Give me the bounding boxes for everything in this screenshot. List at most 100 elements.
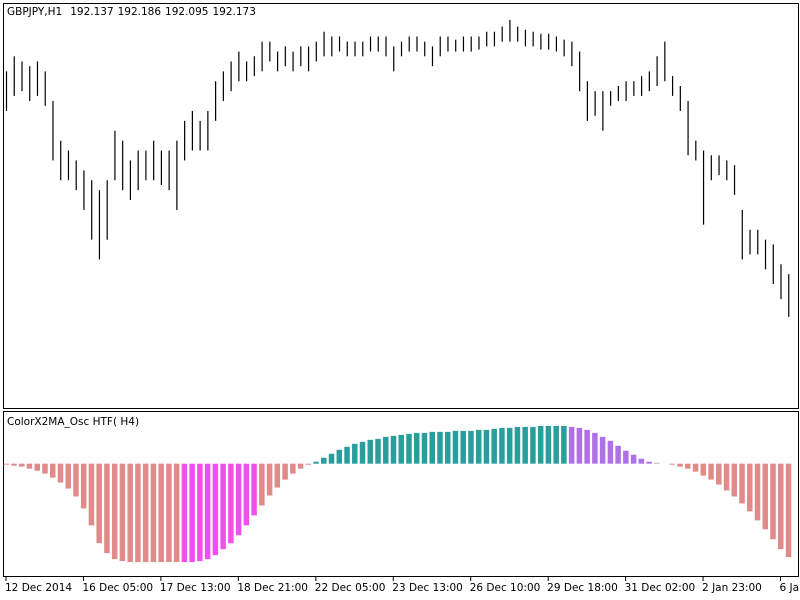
- histogram-bar: [708, 463, 714, 480]
- indicator-title: ColorX2MA_Osc HTF( H4): [7, 416, 139, 428]
- histogram-bar: [328, 453, 335, 464]
- histogram-bar: [375, 438, 381, 464]
- histogram-bar: [390, 435, 397, 464]
- x-tick-label: 22 Dec 05:00: [315, 582, 386, 594]
- histogram-bar: [49, 463, 56, 478]
- histogram-bar: [514, 426, 521, 464]
- histogram-bar: [785, 463, 792, 558]
- histogram-bar: [685, 463, 691, 469]
- histogram-bar: [204, 463, 211, 560]
- histogram-bar: [530, 426, 536, 464]
- histogram-bar: [259, 463, 265, 506]
- histogram-bar: [3, 463, 9, 465]
- histogram-bar: [638, 458, 645, 464]
- x-tick-label: 31 Dec 02:00: [625, 582, 696, 594]
- histogram-bar: [274, 463, 281, 488]
- histogram-bar: [321, 457, 327, 464]
- price-header: GBPJPY,H1 192.137 192.186 192.095 192.173: [7, 6, 256, 18]
- histogram-bar: [34, 463, 40, 471]
- histogram-bar: [189, 463, 195, 563]
- histogram-bar: [305, 463, 312, 465]
- histogram-bar: [692, 463, 699, 472]
- histogram-bar: [158, 463, 164, 563]
- price-panel: [3, 3, 799, 409]
- histogram-bar: [545, 425, 552, 464]
- histogram-bar: [88, 463, 95, 526]
- x-tick-label: 26 Dec 10:00: [470, 582, 541, 594]
- histogram-bar: [630, 454, 637, 464]
- histogram-bar: [42, 463, 48, 474]
- x-tick-label: 12 Dec 2014: [5, 582, 72, 594]
- histogram-bar: [344, 446, 350, 464]
- histogram-bar: [537, 425, 544, 464]
- histogram-bar: [553, 425, 559, 464]
- histogram-bar: [243, 463, 250, 526]
- x-tick-label: 29 Dec 18:00: [547, 582, 618, 594]
- histogram-bar: [142, 463, 149, 563]
- histogram-bar: [723, 463, 730, 491]
- symbol: GBPJPY,H1: [7, 6, 62, 18]
- histogram-bar: [677, 463, 683, 467]
- histogram-bar: [700, 463, 707, 476]
- histogram-bar: [615, 445, 621, 464]
- histogram-bar: [747, 463, 753, 512]
- histogram-bar: [80, 463, 87, 509]
- histogram-bar: [135, 463, 141, 563]
- low: 192.095: [165, 6, 208, 18]
- histogram-bar: [654, 462, 660, 464]
- histogram-bar: [475, 429, 482, 464]
- histogram-bar: [18, 463, 25, 467]
- histogram-bar: [607, 440, 614, 464]
- histogram-bar: [228, 463, 234, 544]
- histogram-bar: [413, 432, 420, 464]
- histogram-bar: [491, 428, 497, 464]
- histogram-bar: [212, 463, 219, 556]
- histogram-bar: [359, 441, 366, 464]
- histogram-bar: [739, 463, 745, 504]
- histogram-bar: [646, 461, 652, 464]
- histogram-bar: [197, 463, 203, 562]
- histogram-bar: [297, 463, 304, 469]
- histogram-bar: [119, 463, 126, 562]
- histogram-bar: [429, 431, 435, 464]
- histogram-bar: [437, 431, 443, 464]
- x-tick-label: 16 Dec 05:00: [82, 582, 153, 594]
- x-tick-label: 17 Dec 13:00: [160, 582, 231, 594]
- x-tick-label: 2 Jan 23:00: [702, 582, 762, 594]
- open: 192.137: [70, 6, 113, 18]
- histogram-bar: [150, 463, 157, 563]
- histogram-bar: [73, 463, 79, 497]
- histogram-bar: [599, 436, 606, 464]
- histogram-bar: [762, 463, 769, 530]
- x-tick-label: 18 Dec 21:00: [237, 582, 308, 594]
- histogram-bar: [561, 425, 567, 464]
- histogram-bar: [235, 463, 242, 536]
- histogram-bar: [770, 463, 776, 540]
- x-tick-label: 6 Ja: [780, 582, 800, 594]
- histogram-bar: [26, 463, 33, 469]
- histogram-bar: [96, 463, 102, 544]
- histogram-bar: [352, 443, 358, 464]
- histogram-bar: [731, 463, 738, 497]
- histogram-bar: [421, 432, 428, 464]
- x-tick-label: 23 Dec 13:00: [392, 582, 463, 594]
- histogram-bar: [266, 463, 273, 496]
- histogram-bar: [398, 434, 404, 464]
- histogram-bar: [313, 461, 319, 464]
- histogram-bar: [220, 463, 226, 550]
- histogram-bar: [127, 463, 133, 563]
- histogram-bar: [754, 463, 761, 521]
- histogram-bar: [623, 450, 629, 464]
- histogram-bar: [166, 463, 172, 563]
- histogram-bar: [57, 463, 64, 483]
- histogram-bar: [716, 463, 722, 485]
- histogram-bar: [104, 463, 110, 554]
- histogram-bar: [522, 426, 528, 464]
- histogram-bar: [336, 449, 343, 464]
- histogram-bar: [452, 430, 459, 464]
- histogram-bar: [173, 463, 180, 563]
- histogram-bar: [506, 427, 513, 464]
- histogram-bar: [499, 427, 505, 464]
